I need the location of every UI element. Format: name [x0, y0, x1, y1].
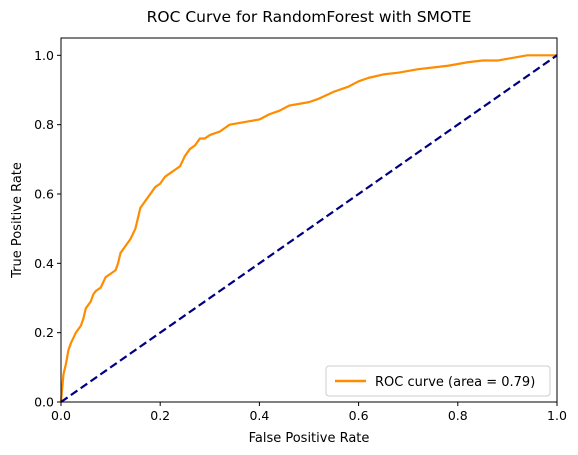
plot-area	[61, 38, 557, 402]
legend: ROC curve (area = 0.79)	[325, 365, 551, 397]
x-tick-label: 0.4	[249, 408, 269, 423]
legend-box	[325, 365, 551, 397]
x-tick-label: 0.2	[150, 408, 170, 423]
legend-label: ROC curve (area = 0.79)	[375, 375, 535, 390]
x-axis-label: False Positive Rate	[249, 431, 370, 446]
y-tick-label: 1.0	[34, 48, 54, 63]
y-tick-label: 0.6	[34, 187, 54, 202]
y-axis-label: True Positive Rate	[10, 162, 25, 279]
x-tick-label: 0.8	[448, 408, 468, 423]
y-tick-label: 0.4	[34, 256, 54, 271]
plot-frame	[60, 37, 558, 403]
series-layer	[59, 54, 558, 403]
y-tick-label: 0.0	[34, 395, 54, 410]
x-tick-label: 0.0	[51, 408, 71, 423]
y-tick-label: 0.2	[34, 325, 54, 340]
x-tick-label: 0.6	[349, 408, 369, 423]
chart-title: ROC Curve for RandomForest with SMOTE	[147, 8, 472, 26]
y-tick-label: 0.8	[34, 117, 54, 132]
x-tick-label: 1.0	[547, 408, 567, 423]
chance-diagonal-line	[60, 54, 558, 403]
y-axis-ticks: 0.0 0.2 0.4 0.6 0.8 1.0	[34, 48, 61, 410]
roc-curve-line	[59, 54, 557, 403]
x-axis-ticks: 0.0 0.2 0.4 0.6 0.8 1.0	[51, 402, 567, 423]
